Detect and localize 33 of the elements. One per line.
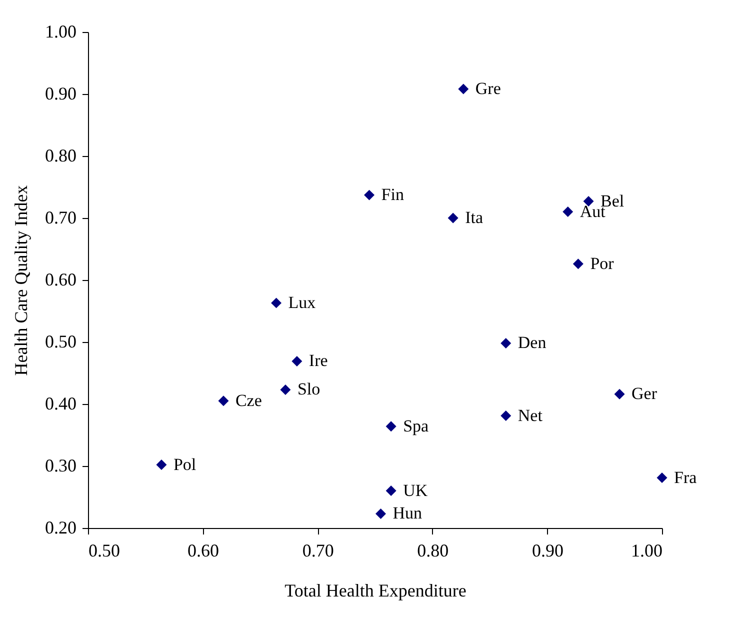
x-axis-title: Total Health Expenditure xyxy=(284,580,466,600)
y-tick-label: 0.90 xyxy=(45,84,76,104)
y-tick-label: 0.20 xyxy=(45,518,76,538)
annotation: Ita xyxy=(465,208,484,227)
annotation: Ger xyxy=(632,384,658,404)
x-tick-label: 0.70 xyxy=(302,540,334,560)
x-tick-label: 0.80 xyxy=(417,540,449,560)
annotation: Spa xyxy=(403,416,430,436)
y-tick-label: 0.30 xyxy=(45,456,76,476)
annotation: Hun xyxy=(392,504,423,523)
y-tick-label: 0.40 xyxy=(45,394,76,414)
annotation: UK xyxy=(403,480,428,500)
y-tick-label: 1.00 xyxy=(45,22,76,42)
annotation: Lux xyxy=(288,292,316,312)
annotation: Fra xyxy=(674,468,698,487)
annotation: Pol xyxy=(173,454,196,474)
annotation: Por xyxy=(590,254,614,273)
annotation: Den xyxy=(518,333,547,352)
annotation: Cze xyxy=(235,390,262,410)
x-tick-label: 0.60 xyxy=(188,540,220,560)
annotation: Fin xyxy=(381,185,404,204)
x-tick-label: 0.50 xyxy=(88,540,120,560)
y-tick-label: 0.80 xyxy=(45,146,76,166)
y-tick-label: 0.50 xyxy=(45,332,76,352)
x-tick-label: 1.00 xyxy=(631,540,662,560)
annotation: Gre xyxy=(475,79,501,98)
annotation: Ire xyxy=(308,351,328,370)
y-tick-label: 0.70 xyxy=(45,208,76,228)
x-tick-label: 0.90 xyxy=(532,540,564,560)
y-tick-label: 0.60 xyxy=(45,270,76,290)
annotation: Net xyxy=(518,406,543,425)
annotation: Slo xyxy=(297,380,320,399)
y-axis-title: Health Care Quality Index xyxy=(11,185,31,376)
